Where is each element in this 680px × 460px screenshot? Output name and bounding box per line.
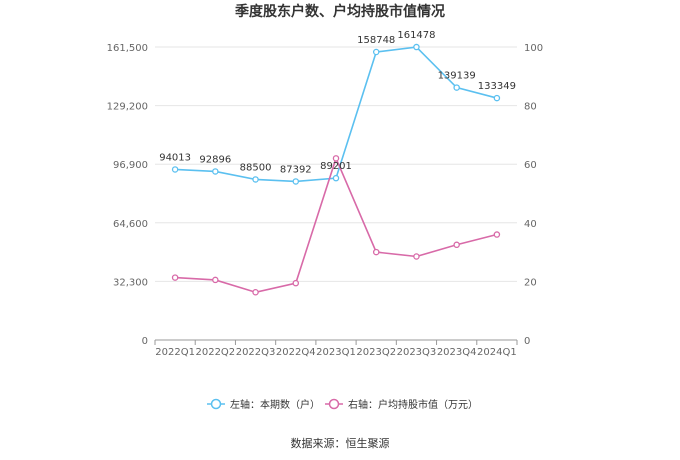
y-right-tick-label: 20 [524,277,537,288]
x-tick-label: 2023Q4 [437,347,477,358]
y-right-tick-label: 100 [524,43,543,54]
axes: 0 32,300 64,600 96,900 129,200 161,500 0 20 40 60… [107,43,543,358]
y-left-tick-label: 96,900 [113,160,148,171]
data-label: 158748 [357,35,395,46]
data-point-avg-holding-value [171,274,179,281]
data-label: 161478 [397,30,435,41]
data-label: 88500 [240,162,272,173]
y-right-tick-label: 0 [524,336,530,347]
data-point-shareholders [171,166,179,173]
y-right-tick-label: 60 [524,160,537,171]
chart-title: 季度股东户数、户均持股市值情况 [234,3,445,20]
data-label: 89201 [320,161,352,172]
data-point-avg-holding-value [493,231,501,238]
legend: 左轴：本期数（户） 右轴：户均持股市值（万元） [207,398,478,411]
legend-label-right-series: 右轴：户均持股市值（万元） [348,398,478,411]
data-point-shareholders [453,84,460,91]
x-tick-label: 2023Q1 [316,347,356,358]
legend-item-right-series[interactable]: 右轴：户均持股市值（万元） [325,398,478,411]
data-point-shareholders [413,43,420,51]
data-point-avg-holding-value [252,288,259,296]
data-label: 133349 [478,81,516,92]
data-source-note: 数据来源：恒生聚源 [291,436,390,450]
data-point-shareholders [212,168,219,175]
legend-item-left-series[interactable]: 左轴：本期数（户） [207,398,320,411]
data-label: 92896 [199,154,231,165]
data-point-avg-holding-value [212,276,219,284]
data-label: 94013 [159,152,191,163]
data-label: 87392 [280,164,312,175]
data-point-avg-holding-value [453,241,460,249]
data-point-shareholders [252,176,259,183]
data-point-avg-holding-value [413,253,420,260]
data-label: 139139 [438,71,476,82]
data-point-shareholders [372,48,380,56]
x-tick-label: 2022Q1 [155,347,195,358]
y-left-tick-label: 64,600 [113,219,148,230]
data-point-avg-holding-value [292,279,300,287]
data-point-avg-holding-value [332,155,340,162]
y-right-tick-label: 40 [524,219,537,230]
x-tick-label: 2022Q2 [195,347,235,358]
x-tick-label: 2022Q4 [276,347,316,358]
gridlines [155,46,517,282]
x-tick-label: 2022Q3 [236,347,276,358]
data-point-shareholders [493,94,501,102]
y-left-tick-label: 32,300 [113,277,148,288]
y-left-tick-label: 129,200 [107,102,148,113]
x-tick-label: 2023Q3 [397,347,437,358]
x-tick-label: 2024Q1 [477,347,517,358]
y-left-tick-label: 0 [142,336,148,347]
y-right-tick-label: 80 [524,102,537,113]
x-tick-label: 2023Q2 [356,347,396,358]
data-labels: 94013 92896 88500 87392 89201 158748 161478 139… [159,30,516,175]
y-left-tick-label: 161,500 [107,43,148,54]
series-layer [171,43,501,296]
data-point-avg-holding-value [372,248,380,256]
data-point-shareholders [292,178,300,185]
legend-label-left-series: 左轴：本期数（户） [230,398,320,411]
data-point-shareholders [332,174,340,182]
